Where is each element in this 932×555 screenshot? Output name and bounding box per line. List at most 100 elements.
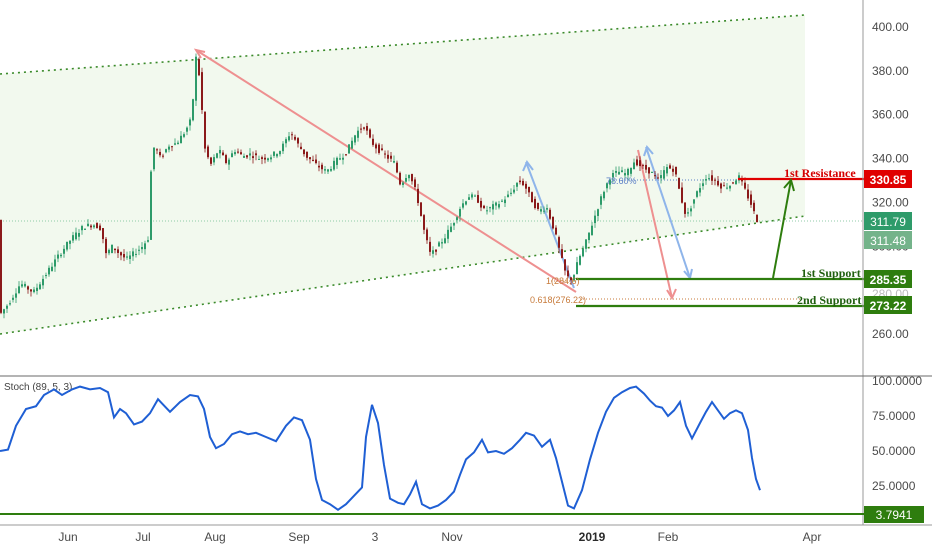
trend-line-blue-right bbox=[645, 146, 691, 279]
candle-body bbox=[144, 243, 146, 250]
candle-body bbox=[444, 238, 446, 244]
candle-body bbox=[3, 309, 5, 314]
candle-body bbox=[57, 254, 59, 259]
candle-body bbox=[522, 180, 524, 186]
candle-body bbox=[243, 156, 245, 158]
candle-body bbox=[537, 202, 539, 209]
candle-body bbox=[708, 178, 710, 180]
candle-body bbox=[453, 222, 455, 226]
time-tick-label: Sep bbox=[288, 530, 310, 544]
candle-body bbox=[339, 158, 341, 160]
candle-body bbox=[723, 185, 725, 187]
candle-body bbox=[402, 182, 404, 185]
candle-body bbox=[714, 179, 716, 181]
candle-body bbox=[486, 210, 488, 212]
candle-body bbox=[351, 140, 353, 149]
support-2-price-tag: 273.22 bbox=[864, 296, 912, 314]
candle-body bbox=[282, 143, 284, 152]
candle-body bbox=[39, 284, 41, 290]
time-tick-label: Apr bbox=[803, 530, 822, 544]
candle-body bbox=[612, 172, 614, 178]
candle-body bbox=[429, 241, 431, 252]
candle-body bbox=[192, 99, 194, 121]
candle-body bbox=[588, 232, 590, 241]
candle-body bbox=[630, 168, 632, 174]
candle-body bbox=[405, 178, 407, 182]
candle-body bbox=[258, 158, 260, 160]
candle-body bbox=[18, 286, 20, 294]
candle-body bbox=[270, 157, 272, 160]
stoch-tick-label: 50.0000 bbox=[872, 444, 916, 458]
candle-body bbox=[618, 171, 620, 175]
candle-body bbox=[528, 186, 530, 193]
candle-body bbox=[201, 72, 203, 110]
time-tick-label: 2019 bbox=[579, 530, 606, 544]
candle-body bbox=[240, 152, 242, 155]
candle-body bbox=[255, 153, 257, 156]
up-arrow-line bbox=[772, 179, 792, 279]
candle-body bbox=[237, 151, 239, 153]
candle-body bbox=[249, 153, 251, 156]
candle-body bbox=[147, 240, 149, 242]
candle-body bbox=[744, 182, 746, 189]
candle-body bbox=[450, 226, 452, 232]
candle-body bbox=[195, 56, 197, 101]
time-tick-label: Nov bbox=[441, 530, 462, 544]
candle-body bbox=[468, 197, 470, 200]
candle-body bbox=[420, 202, 422, 216]
time-tick-label: Jul bbox=[135, 530, 150, 544]
candle-body bbox=[219, 149, 221, 154]
price-tick-label: 260.00 bbox=[872, 327, 909, 341]
candle-body bbox=[273, 151, 275, 156]
candle-body bbox=[303, 149, 305, 155]
candle-body bbox=[480, 200, 482, 208]
candle-body bbox=[198, 59, 200, 76]
trend-arrow-head-red-right bbox=[666, 288, 677, 301]
candle-body bbox=[333, 160, 335, 170]
candle-body bbox=[411, 174, 413, 182]
candle-body bbox=[567, 270, 569, 277]
candle-body bbox=[585, 239, 587, 249]
candle-body bbox=[150, 171, 152, 240]
candle-body bbox=[69, 240, 71, 244]
stoch-value-tag: 3.7941 bbox=[864, 506, 924, 523]
candle-body bbox=[129, 255, 131, 260]
price-tick-label: 340.00 bbox=[872, 152, 909, 166]
candle-body bbox=[363, 127, 365, 129]
candle-body bbox=[60, 254, 62, 257]
candle-body bbox=[600, 196, 602, 205]
candle-body bbox=[519, 180, 521, 183]
candle-body bbox=[594, 215, 596, 224]
candle-body bbox=[564, 259, 566, 271]
candle-body bbox=[642, 165, 644, 167]
candle-body bbox=[534, 198, 536, 209]
candle-body bbox=[177, 142, 179, 145]
candle-body bbox=[93, 225, 95, 228]
candle-body bbox=[477, 195, 479, 203]
candle-body bbox=[264, 157, 266, 160]
stoch-axis: 100.0000 75.0000 50.0000 25.0000 bbox=[872, 374, 922, 493]
candle-body bbox=[381, 148, 383, 151]
candle-body bbox=[687, 212, 689, 214]
candle-body bbox=[645, 164, 647, 170]
candle-body bbox=[666, 167, 668, 174]
time-tick-label: Feb bbox=[658, 530, 679, 544]
candle-body bbox=[111, 244, 113, 253]
candle-body bbox=[591, 225, 593, 236]
price-tick-label: 320.00 bbox=[872, 195, 909, 209]
candle-body bbox=[681, 187, 683, 203]
candle-body bbox=[183, 134, 185, 137]
candle-body bbox=[210, 157, 212, 164]
candle-body bbox=[153, 147, 155, 170]
fib-786-label: 78.60% bbox=[606, 176, 637, 186]
candle-body bbox=[501, 200, 503, 202]
candle-body bbox=[336, 157, 338, 165]
candle-body bbox=[117, 249, 119, 253]
candle-body bbox=[108, 249, 110, 254]
candle-body bbox=[432, 250, 434, 254]
candle-body bbox=[582, 248, 584, 257]
candle-body bbox=[678, 178, 680, 189]
candle-body bbox=[105, 238, 107, 254]
